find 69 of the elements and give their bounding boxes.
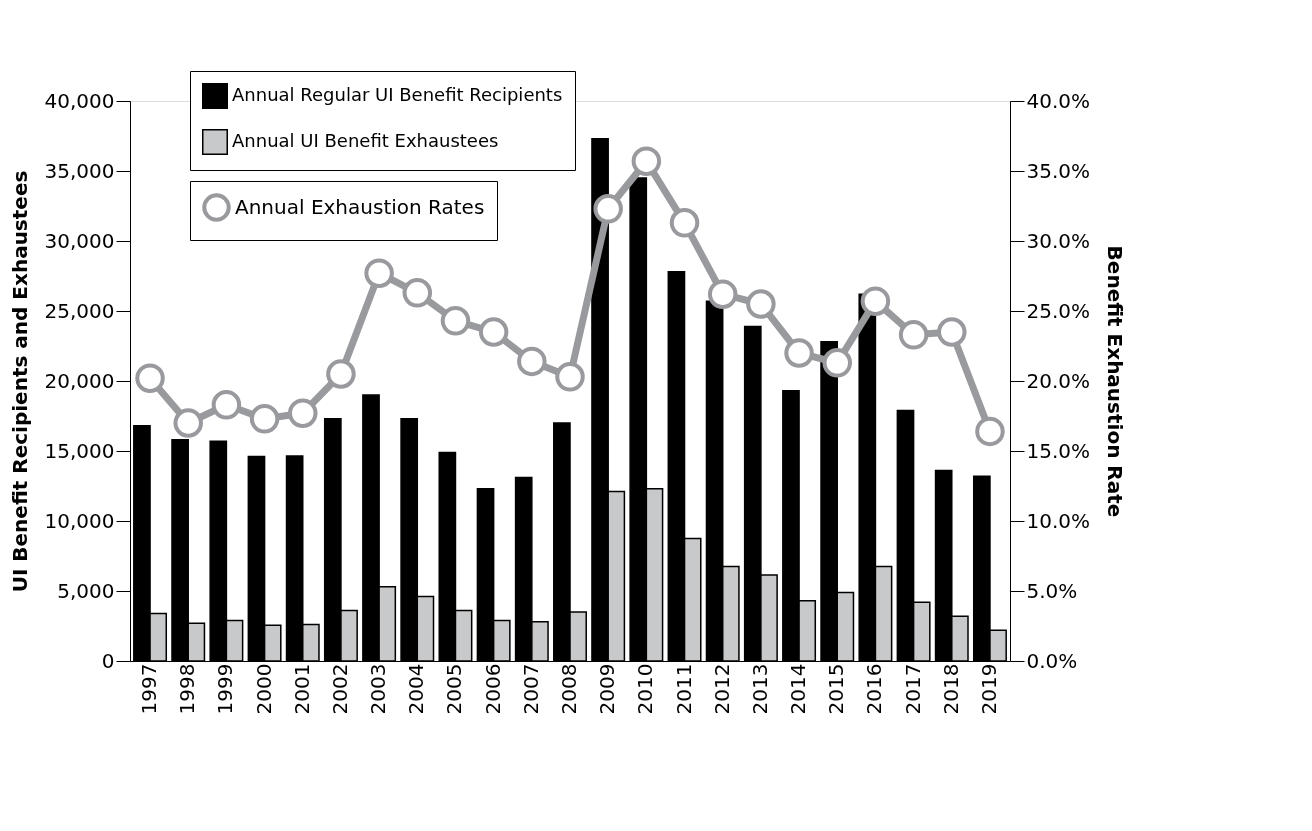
x-tick-label: 2009 [595,663,620,715]
point [478,317,509,347]
y2-tick-label: 10.0% [1026,508,1091,533]
point [135,363,165,393]
point [937,317,967,347]
x-tick-label: 2005 [442,663,467,715]
point [173,408,203,438]
legend-label: Annual Regular UI Benefit Recipients [232,84,563,105]
x-tick-label: 2011 [671,663,696,715]
x-tick-label: 2014 [786,663,811,715]
x-tick-label: 2012 [709,663,734,715]
point [784,338,814,368]
x-tick-label: 2016 [862,663,887,715]
x-tick-label: 1997 [137,663,162,715]
legend-label: Annual Exhaustion Rates [235,194,485,219]
point [288,398,318,428]
y-tick-label: 5,000 [57,578,115,603]
x-tick-label: 2000 [251,663,276,715]
x-tick-label: 2001 [289,663,314,715]
x-tick-label: 2002 [327,663,352,715]
y-tick-label: 35,000 [44,158,115,183]
point [326,359,356,389]
x-tick-label: 2007 [518,663,543,715]
x-tick-label: 2003 [366,663,391,715]
y-axis-title: UI Benefit Recipients and Exhaustees [7,170,32,593]
x-tick-label: 2017 [900,663,925,715]
y2-tick-label: 5.0% [1026,578,1078,603]
y2-tick-label: 30.0% [1026,228,1091,253]
point [440,306,471,336]
point [860,286,891,316]
y-tick-label: 15,000 [44,438,115,463]
point [975,416,1005,447]
y-tick-label: 40,000 [44,88,115,113]
x-tick-label: 1999 [213,663,238,715]
x-tick-label: 2013 [747,663,772,715]
y2-tick-label: 40.0% [1026,88,1091,113]
y-tick-label: 25,000 [44,298,115,323]
point [822,348,852,378]
point [249,404,280,434]
point [517,346,547,377]
point [364,258,394,288]
y-tick-label: 10,000 [44,508,115,533]
x-tick-label: 2004 [404,663,429,715]
y2-axis-title: Benefit Exhaustion Rate [1103,245,1128,518]
y2-tick-label: 0.0% [1026,648,1078,673]
point [898,320,929,350]
point [631,146,662,176]
y-tick-label: 0 [101,648,115,673]
y2-tick-label: 15.0% [1026,438,1091,463]
point [211,390,242,420]
legend-label: Annual UI Benefit Exhaustees [232,130,499,151]
y-tick-label: 30,000 [44,228,115,253]
y2-tick-label: 35.0% [1026,158,1091,183]
point [669,208,700,238]
x-tick-label: 2006 [480,663,505,715]
y2-tick-label: 25.0% [1026,298,1091,323]
x-tick-label: 1998 [175,663,200,715]
point [593,194,623,224]
y2-tick-label: 20.0% [1026,368,1091,393]
point [555,362,585,392]
x-tick-label: 2015 [824,663,849,715]
x-tick-label: 2019 [976,663,1001,715]
point [746,289,776,319]
x-tick-label: 2010 [633,663,658,715]
point [707,279,738,309]
x-tick-label: 2018 [938,663,963,715]
y-tick-label: 20,000 [44,368,115,393]
point [402,278,433,308]
x-tick-label: 2008 [557,663,581,715]
